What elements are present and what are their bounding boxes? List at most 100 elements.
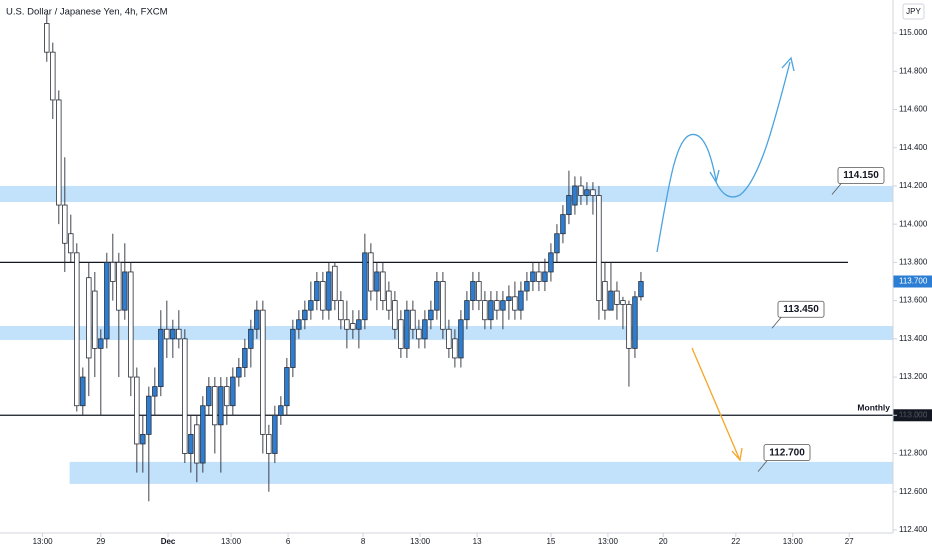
candle-body [572,185,578,206]
candle-body [560,214,566,235]
candle-body [434,281,440,311]
candle-body [86,277,92,359]
x-tick-label: 15 [546,537,555,546]
arrow-head [781,56,795,72]
y-tick-label: 113.800 [899,258,928,267]
callout-box [837,167,885,184]
candle-body [92,290,98,349]
candle-body [542,271,548,282]
candle-body [206,386,212,407]
candle-body [596,195,602,302]
callout-box [763,444,811,462]
candle-body [134,376,140,445]
candle-body [416,328,422,340]
candle-body [314,281,320,302]
candle-body [440,281,446,330]
candle-body [266,433,272,454]
candle-body [68,233,74,254]
candle-body [218,386,224,426]
y-tick-label: 112.600 [899,487,928,496]
last-price-tag [893,275,932,288]
candle-body [308,300,314,311]
candle-body [446,328,452,349]
candle-body [164,328,170,340]
candle-body [512,296,518,311]
callout-pointer [771,316,783,329]
x-tick-label: 27 [845,537,854,546]
candle-body [488,300,494,321]
x-tick-label: 8 [361,537,366,546]
candle-body [518,290,524,311]
candle-body [158,328,164,388]
candle-body [428,309,434,321]
last-price-label: 113.700 [899,277,928,286]
callout-box [777,300,825,318]
x-tick-label: 22 [731,537,740,546]
callout-label: 114.150 [843,170,879,181]
candle-body [344,319,350,330]
x-tick-label: 13:00 [783,537,804,546]
lines: 114.150 113.450 112.700 Monthly 113.000 113.7… [0,167,932,472]
candle-body [500,300,506,311]
candle-body [506,296,512,302]
y-tick-label: 114.200 [899,181,928,190]
candle-body [194,424,200,464]
candle-body [296,319,302,330]
candle-body [80,376,86,407]
candle-body [326,271,332,311]
price-tag-label: 113.000 [899,410,928,419]
candle-body [464,300,470,321]
support-resistance-zone [0,185,893,203]
candle-body [392,300,398,330]
candle-body [626,304,632,349]
x-tick-label: 13:00 [33,537,54,546]
x-tick-label: 13:00 [410,537,431,546]
candle-body [248,328,254,349]
candle-body [242,347,248,368]
x-tick-label: 13:00 [221,537,242,546]
candle-body [536,271,542,282]
candle-body [374,271,380,292]
candle-body [470,281,476,302]
projection-curve [715,61,791,198]
x-tick-label: 13:00 [598,537,619,546]
candle-body [494,300,500,311]
y-tick-label: 114.800 [899,66,928,75]
candle-body [116,261,122,311]
candle-body [554,233,560,254]
chart-title: U.S. Dollar / Japanese Yen, 4h, FXCM [6,7,168,18]
y-tick-label: 115.000 [899,28,928,37]
candle-body [302,309,308,321]
candle-body [212,386,218,426]
candle-body [74,252,80,407]
candle-body [638,281,644,298]
callout-label: 112.700 [769,447,805,458]
candle-body [284,367,290,407]
candle-body [260,309,266,435]
y-tick-label: 114.400 [899,143,928,152]
currency-box[interactable] [902,3,925,20]
candle-body [128,271,134,378]
candle-body [62,204,68,244]
candle-body [254,309,260,330]
y-tick-label: 113.600 [899,296,928,305]
candle-body [482,300,488,321]
projection-curve [656,133,717,253]
y-tick-label: 114.600 [899,105,928,114]
candle-body [146,395,152,435]
candle-body [320,281,326,311]
candle-body [290,328,296,368]
callout-label: 113.450 [783,304,819,315]
arrow-head [731,447,743,462]
x-tick-label: 29 [96,537,105,546]
candle-body [386,290,392,311]
candle-body [152,386,158,397]
y-tick-label: 113.400 [899,334,928,343]
candle-body [176,328,182,340]
candle-body [578,185,584,196]
x-tick-label: 13 [473,537,482,546]
candle-body [380,271,386,302]
axes: 112.400 112.600 112.800 113.000 113.200 113.4… [33,28,928,546]
candle-body [530,271,536,282]
candle-body [350,323,356,330]
